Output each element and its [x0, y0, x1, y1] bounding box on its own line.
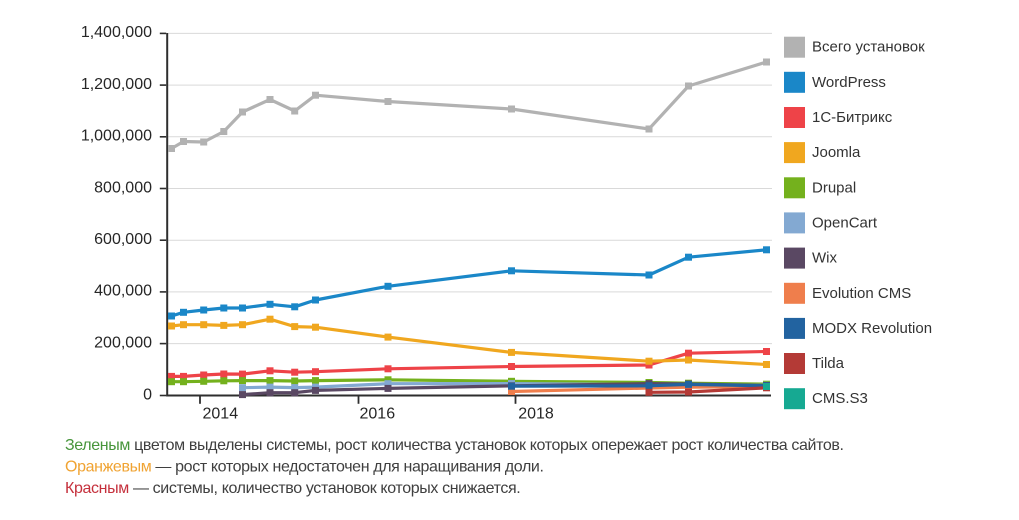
- svg-text:600,000: 600,000: [94, 231, 152, 248]
- svg-text:Зеленым цветом выделены систем: Зеленым цветом выделены системы, рост ко…: [65, 437, 844, 454]
- svg-text:200,000: 200,000: [94, 334, 152, 351]
- svg-text:2018: 2018: [518, 405, 554, 422]
- svg-text:Красным — системы, количество: Красным — системы, количество установок …: [65, 480, 520, 497]
- svg-text:Joomla: Joomla: [812, 144, 861, 161]
- svg-text:Drupal: Drupal: [812, 179, 856, 196]
- svg-text:OpenCart: OpenCart: [812, 214, 878, 231]
- svg-text:800,000: 800,000: [94, 179, 152, 196]
- svg-text:WordPress: WordPress: [812, 74, 886, 91]
- svg-text:1,400,000: 1,400,000: [81, 24, 152, 41]
- svg-text:Evolution CMS: Evolution CMS: [812, 285, 911, 302]
- svg-text:Wix: Wix: [812, 250, 837, 267]
- svg-text:CMS.S3: CMS.S3: [812, 390, 868, 407]
- svg-text:1С-Битрикс: 1С-Битрикс: [812, 109, 893, 126]
- svg-text:2016: 2016: [360, 405, 396, 422]
- svg-text:Всего установок: Всего установок: [812, 39, 925, 56]
- svg-text:1,000,000: 1,000,000: [81, 128, 152, 145]
- svg-text:2014: 2014: [203, 405, 239, 422]
- svg-text:Оранжевым — рост которых недос: Оранжевым — рост которых недостаточен дл…: [65, 458, 544, 475]
- svg-text:Tilda: Tilda: [812, 355, 845, 372]
- svg-text:1,200,000: 1,200,000: [81, 76, 152, 93]
- svg-text:MODX Revolution: MODX Revolution: [812, 320, 932, 337]
- svg-text:0: 0: [143, 386, 152, 403]
- svg-text:400,000: 400,000: [94, 283, 152, 300]
